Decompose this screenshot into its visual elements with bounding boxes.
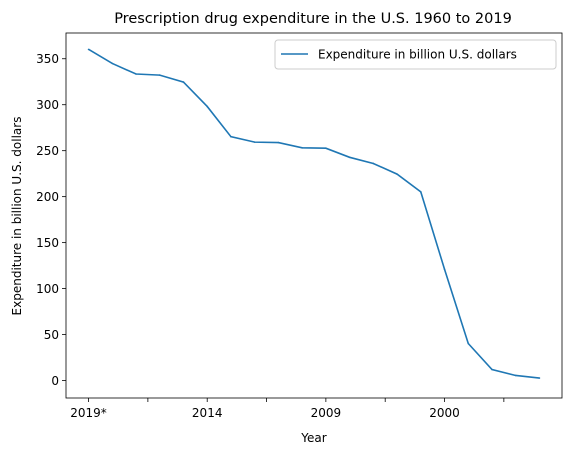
plot-area [66, 33, 562, 398]
y-axis: 0 50 100 150 200 250 300 350 [36, 52, 66, 388]
data-point-2013 [230, 135, 232, 138]
data-point-1960 [538, 377, 541, 379]
data-point-2018 [111, 62, 114, 65]
data-point-2006 [396, 173, 398, 175]
data-point-2008 [348, 156, 351, 159]
y-axis-label: Expenditure in billion U.S. dollars [10, 117, 24, 316]
plot-frame [65, 32, 563, 399]
data-point-2014 [206, 105, 209, 108]
y-tick-label: 0 [51, 374, 59, 388]
data-point-1980 [491, 368, 493, 371]
y-tick-label: 200 [36, 190, 59, 204]
legend-box [274, 39, 557, 70]
y-tick-label: 300 [36, 98, 59, 112]
data-point-2012 [253, 141, 256, 143]
data-point-2017 [135, 73, 137, 75]
x-axis-label: Year [300, 431, 326, 445]
x-tick-label: 2014 [192, 406, 223, 420]
data-point-2009 [325, 147, 327, 149]
y-tick-label: 250 [36, 144, 59, 158]
x-axis: 2019* 2014 2009 2000 [70, 398, 505, 420]
data-point-2011 [277, 141, 280, 144]
y-tick-label: 150 [36, 236, 59, 250]
data-point-2015 [182, 81, 185, 83]
series-line-expenditure [88, 48, 540, 379]
series-points [87, 48, 541, 379]
x-tick-label: 2000 [429, 406, 460, 420]
y-tick-label: 100 [36, 282, 59, 296]
legend: Expenditure in billion U.S. dollars [274, 39, 557, 70]
y-tick-label: 50 [44, 328, 59, 342]
data-point-2000 [443, 268, 446, 271]
data-point-2019 [87, 48, 90, 51]
data-point-2007 [372, 162, 375, 165]
data-point-1990 [467, 342, 470, 345]
data-point-2010 [301, 147, 303, 149]
data-point-1970 [514, 374, 517, 377]
legend-entry-expenditure: Expenditure in billion U.S. dollars [318, 48, 517, 62]
data-point-2005 [419, 191, 422, 193]
x-tick-label: 2019* [70, 406, 107, 420]
x-tick-label: 2009 [311, 406, 342, 420]
y-tick-label: 350 [36, 52, 59, 66]
data-point-2016 [158, 74, 161, 76]
chart-title: Prescription drug expenditure in the U.S… [114, 11, 512, 27]
